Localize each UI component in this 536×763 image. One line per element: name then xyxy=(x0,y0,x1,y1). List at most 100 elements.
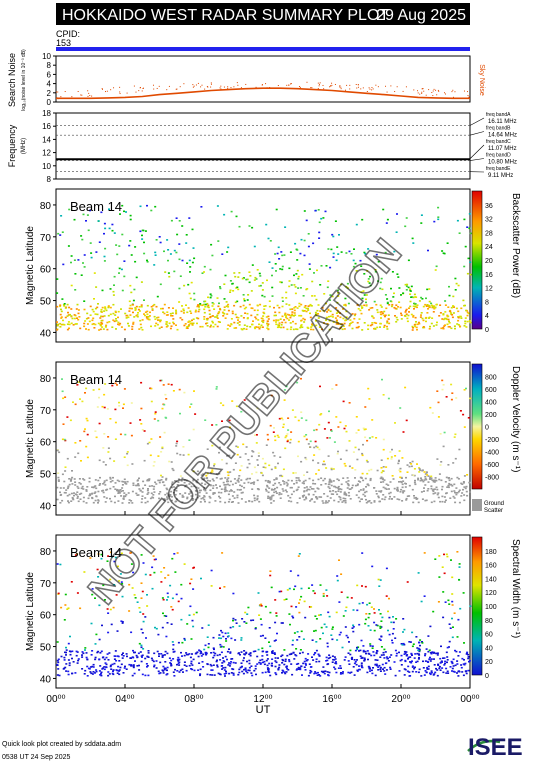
spectral-width-cell xyxy=(457,675,460,677)
spectral-width-cell xyxy=(146,594,148,596)
spectral-width-cell xyxy=(105,663,108,666)
doppler-velocity-cell xyxy=(355,494,358,496)
doppler-velocity-cell xyxy=(251,450,254,452)
spectral-width-cell xyxy=(261,658,264,661)
backscatter-power-cell xyxy=(395,304,398,306)
spectral-width-cell xyxy=(266,667,269,669)
spectral-width-cell xyxy=(411,631,414,634)
doppler-velocity-cell xyxy=(179,493,182,495)
backscatter-power-cell xyxy=(141,329,144,331)
spectral-width-cell xyxy=(297,574,300,577)
doppler-velocity-cell xyxy=(196,470,199,473)
doppler-velocity-cell xyxy=(200,497,203,500)
backscatter-power-cell xyxy=(95,286,98,288)
backscatter-power-cell xyxy=(156,316,159,319)
spectral-width-cell xyxy=(84,649,86,651)
backscatter-power-cell xyxy=(213,308,216,310)
spectral-width-cell xyxy=(362,649,365,652)
spectral-width-cell xyxy=(167,596,170,598)
spectral-width-cell xyxy=(118,673,121,676)
spectral-width-cell xyxy=(437,601,440,603)
spectral-width-cell xyxy=(133,594,136,596)
backscatter-power-cell xyxy=(463,218,466,221)
doppler-velocity-cell xyxy=(308,477,311,480)
spectral-width-cell xyxy=(229,626,232,629)
doppler-velocity-cell xyxy=(282,426,285,428)
doppler-velocity-cell xyxy=(337,450,339,453)
spectral-width-ytick-label: 70 xyxy=(40,579,52,590)
spectral-width-cell xyxy=(461,671,464,673)
noise-point xyxy=(152,84,154,86)
backscatter-power-cell xyxy=(217,311,220,314)
backscatter-power-cell xyxy=(201,304,204,307)
spectral-width-cell xyxy=(351,627,354,629)
backscatter-power-cell xyxy=(129,240,132,242)
spectral-width-cell xyxy=(420,600,423,603)
spectral-width-cell xyxy=(456,551,459,553)
doppler-velocity-cell xyxy=(168,495,171,498)
backscatter-power-cell xyxy=(146,204,148,207)
backscatter-power-cell xyxy=(75,308,78,310)
doppler-velocity-cell xyxy=(219,402,222,404)
doppler-velocity-cell xyxy=(76,497,79,499)
doppler-velocity-cell xyxy=(283,481,286,483)
doppler-velocity-cell xyxy=(279,497,282,499)
spectral-width-cell xyxy=(362,650,365,653)
spectral-width-cell xyxy=(331,655,334,657)
noise-point xyxy=(56,91,58,93)
doppler-velocity-cell xyxy=(364,495,367,497)
doppler-velocity-cell xyxy=(226,480,228,483)
backscatter-power-cell xyxy=(458,232,461,234)
backscatter-power-cell xyxy=(444,300,447,302)
backscatter-power-cell xyxy=(384,314,387,317)
spectral-width-cell xyxy=(230,661,232,663)
doppler-velocity-cell xyxy=(64,492,67,494)
backscatter-power-cell xyxy=(433,220,436,223)
backscatter-power-cell xyxy=(258,285,261,287)
spectral-width-cell xyxy=(111,663,114,666)
backscatter-power-cell xyxy=(175,251,178,254)
doppler-velocity-cell xyxy=(253,497,256,499)
spectral-width-cell xyxy=(56,659,59,662)
doppler-velocity-cell xyxy=(203,488,205,491)
doppler-velocity-cell xyxy=(71,476,74,479)
doppler-velocity-cell xyxy=(338,495,341,498)
spectral-width-cell xyxy=(273,653,276,655)
spectral-width-cell xyxy=(227,635,230,637)
backscatter-power-cell xyxy=(386,328,389,330)
doppler-velocity-cell xyxy=(222,481,225,484)
noise-point xyxy=(318,85,320,87)
doppler-velocity-cell xyxy=(81,485,84,488)
doppler-velocity-cell xyxy=(159,379,162,382)
doppler-velocity-cell xyxy=(280,493,283,495)
backscatter-power-cell xyxy=(410,285,413,288)
doppler-velocity-cell xyxy=(354,477,356,479)
backscatter-power-cell xyxy=(139,319,142,322)
doppler-velocity-cell xyxy=(458,448,461,451)
spectral-width-cell xyxy=(360,664,363,666)
spectral-width-cell xyxy=(223,669,226,671)
backscatter-power-cell xyxy=(396,213,398,215)
backscatter-power-cell xyxy=(193,257,196,260)
spectral-width-cell xyxy=(346,636,349,639)
spectral-width-cell xyxy=(286,589,289,591)
spectral-width-cell xyxy=(171,608,174,611)
backscatter-power-cell xyxy=(160,326,163,328)
spectral-width-cell xyxy=(122,655,125,657)
doppler-velocity-cell xyxy=(283,399,286,401)
doppler-velocity-cell xyxy=(119,489,122,491)
backscatter-power-cell xyxy=(376,309,379,311)
spectral-width-cell xyxy=(422,667,425,669)
backscatter-power-cell xyxy=(216,205,219,207)
doppler-velocity-cell xyxy=(66,416,69,418)
doppler-velocity-cell xyxy=(439,500,442,503)
backscatter-power-cell xyxy=(331,316,334,318)
spectral-width-cell xyxy=(219,643,222,646)
spectral-width-cell xyxy=(243,668,245,671)
spectral-width-cell xyxy=(220,637,222,640)
doppler-velocity-cell xyxy=(71,470,73,472)
spectral-width-cell xyxy=(113,584,116,586)
backscatter-power-cell xyxy=(85,328,87,330)
time-axis-tick-label: 00⁰⁰ xyxy=(46,694,65,705)
doppler-velocity-cell xyxy=(182,454,185,456)
